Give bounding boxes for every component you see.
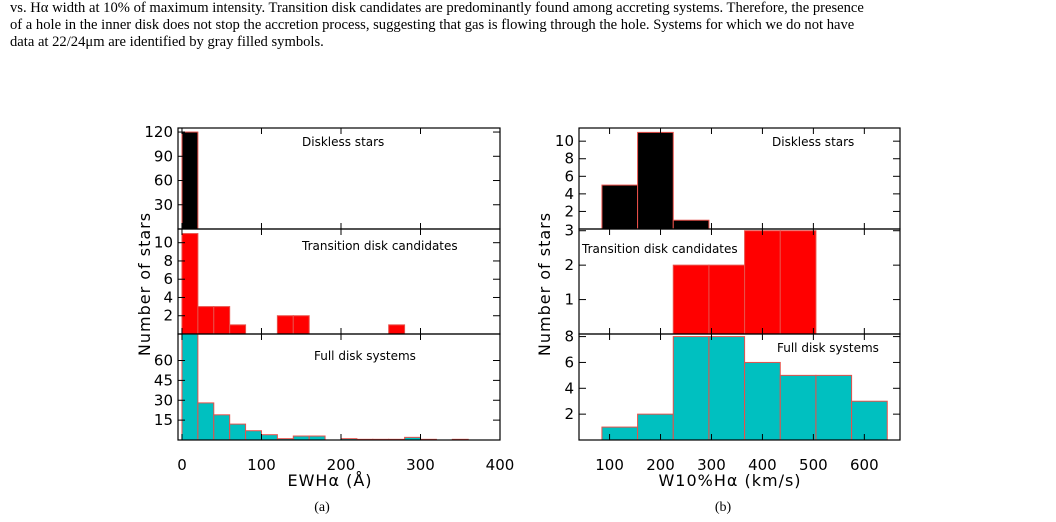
chart-b-bar [779,374,817,441]
chart-b-bar [708,264,746,335]
x-tick-label: 400 [748,456,777,474]
y-tick-label: 30 [154,391,173,409]
chart-b-bar [851,400,888,441]
chart-a-bar [213,306,231,335]
x-tick-label: 300 [697,456,726,474]
y-tick-label: 3 [564,222,574,240]
chart-a-x-axis-title: EWHα (Å) [287,471,372,490]
chart-a-bar [181,333,199,441]
chart-a-bar [260,434,278,441]
y-tick-label: 8 [564,150,574,168]
caption-line-2: of a hole in the inner disk does not sto… [10,17,855,33]
y-tick-label: 8 [564,328,574,346]
y-tick-label: 30 [154,196,173,214]
chart-a-panel-label: Transition disk candidates [301,239,458,253]
chart-a-bar [292,315,310,335]
chart-a-panel-label: Diskless stars [302,135,384,149]
chart-a-panel-diskless-stars: 30 60 90 120 Diskless stars [144,123,501,230]
x-tick-label: 600 [850,456,879,474]
chart-a-bar [213,414,231,441]
y-tick-label: 2 [564,256,574,274]
chart-a-y-axis-title: Number of stars [135,212,154,356]
chart-a-bar [229,324,247,335]
chart-b-bar [601,184,639,230]
chart-b-bar [744,361,781,441]
chart-a-bar [229,423,247,441]
chart-a-bar [245,430,262,441]
chart-b-y-axis-title: Number of stars [535,212,554,356]
figure-caption: vs. Hα width at 10% of maximum intensity… [10,0,1050,51]
caption-line-3: data at 22/24μm are identified by gray f… [10,34,324,50]
x-tick-label: 500 [799,456,828,474]
x-tick-label: 200 [327,456,356,474]
y-tick-label: 4 [163,288,173,306]
chart-b-subfigure-label: (b) [715,500,732,515]
y-tick-label: 8 [163,252,173,270]
y-tick-label: 15 [154,411,173,429]
y-tick-label: 90 [154,147,173,165]
chart-b-bar [815,374,853,441]
x-tick-label: 200 [646,456,675,474]
y-tick-label: 4 [564,185,574,203]
chart-b-bar [601,426,639,441]
chart-b-panel-label: Full disk systems [777,341,879,355]
chart-a-subfigure-label: (a) [314,500,330,515]
x-tick-label: 300 [406,456,435,474]
chart-b-panel-label: Diskless stars [772,135,854,149]
y-tick-label: 1 [564,291,574,309]
chart-a-bar [181,233,199,335]
chart-a-bar [388,324,406,335]
y-tick-label: 60 [154,352,173,370]
y-tick-label: 6 [564,353,574,371]
chart-b-bar [708,336,746,441]
chart-b-panel-label: Transition disk candidates [581,242,738,256]
caption-line-1: vs. Hα width at 10% of maximum intensity… [10,0,864,16]
y-tick-label: 60 [154,172,173,190]
y-tick-label: 6 [163,270,173,288]
y-tick-label: 2 [163,307,173,325]
y-tick-label: 45 [154,371,173,389]
chart-b-panel-full-disk-systems: 2 4 6 8 Full disk systems [564,328,901,441]
y-tick-label: 6 [564,167,574,185]
y-tick-label: 10 [555,132,574,150]
y-tick-label: 10 [154,234,173,252]
x-tick-label: 0 [177,456,187,474]
chart-b-bar [672,264,710,335]
x-tick-label: 100 [595,456,624,474]
chart-b-bar [672,219,710,230]
chart-a-bar [197,306,215,335]
chart-a-panel-frame [177,333,501,441]
chart-b-bar [779,230,817,335]
chart-b-panel-transition-disk-candidates: 1 2 3 Transition disk candidates [564,222,901,335]
chart-b-bar [672,336,710,441]
y-tick-label: 4 [564,379,574,397]
chart-b-panel-frame [578,333,901,441]
y-tick-label: 2 [564,202,574,220]
y-tick-label: 2 [564,405,574,423]
chart-a-bar [197,402,215,441]
x-tick-label: 400 [486,456,515,474]
chart-b-bar [637,413,674,441]
chart-b-x-axis-title: W10%Hα (km/s) [658,471,801,490]
y-tick-label: 120 [144,123,173,141]
chart-b-bar [744,230,781,335]
chart-a-bar [276,315,294,335]
chart-a-panel-label: Full disk systems [314,349,416,363]
x-tick-label: 100 [247,456,276,474]
chart-b-bar [637,131,674,230]
